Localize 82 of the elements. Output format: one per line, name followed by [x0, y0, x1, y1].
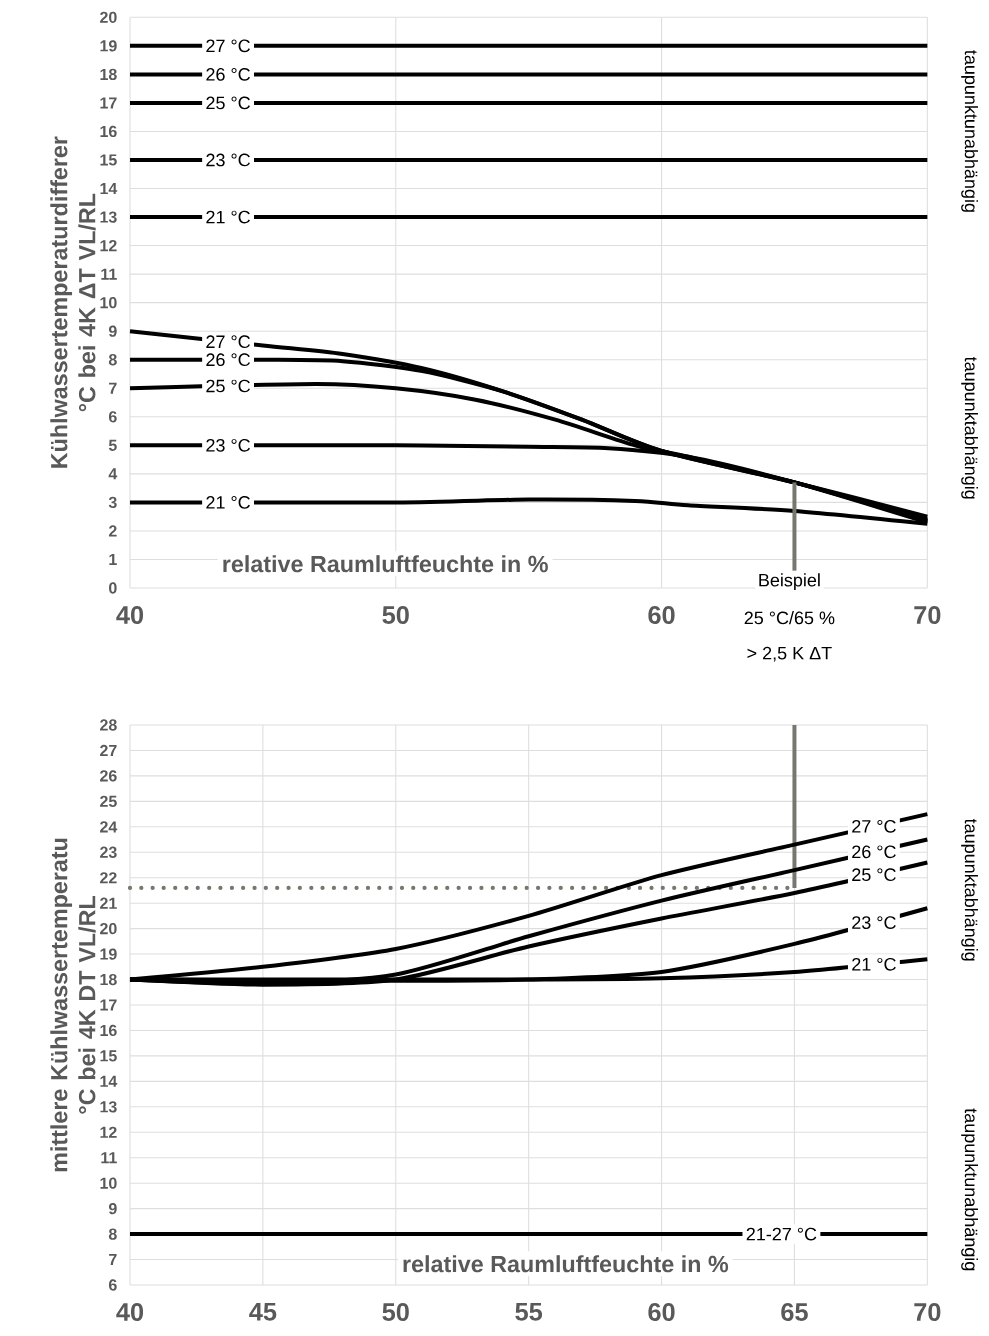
y-tick-label: 8 — [108, 354, 117, 366]
y-tick-label: 19 — [100, 40, 117, 52]
y-tick-label: 17 — [100, 999, 117, 1011]
y-tick-label: 11 — [101, 268, 117, 280]
y-tick-label: 12 — [100, 240, 117, 252]
y-tick-label: 5 — [108, 439, 117, 451]
x-tick-label: 70 — [914, 1303, 941, 1321]
x-tick-label: 55 — [515, 1303, 542, 1321]
y-tick-label: 16 — [100, 1024, 117, 1037]
y-tick-label: 10 — [100, 1177, 117, 1189]
series-label: 23 °C — [852, 916, 896, 929]
y-tick-label: 24 — [99, 821, 118, 833]
y-tick-label: 6 — [108, 411, 117, 423]
y-tick-label: 1 — [109, 553, 117, 565]
series-label: 21 °C — [852, 957, 896, 971]
x-tick-label: 40 — [116, 1303, 143, 1321]
x-tick-label: 70 — [914, 606, 941, 624]
text: > 2,5 K ΔT — [747, 646, 832, 662]
x-tick-label: 45 — [249, 1303, 277, 1321]
y-tick-label: 11 — [101, 1152, 117, 1164]
series-label: 27 °C — [852, 819, 896, 833]
series-label: 23 °C — [206, 153, 250, 167]
y-tick-label: 6 — [108, 1279, 117, 1291]
y-tick-label: 22 — [99, 872, 117, 884]
y-tick-label: 9 — [108, 325, 117, 337]
annotation: Beispiel — [759, 573, 820, 591]
y-tick-label: 2 — [108, 525, 117, 537]
y-tick-label: 18 — [100, 68, 117, 81]
y-tick-label: 15 — [100, 1050, 117, 1062]
x-tick-label: 60 — [648, 1303, 675, 1321]
y-tick-label: 4 — [108, 468, 118, 480]
y-tick-label: 19 — [100, 948, 117, 960]
text: taupunktabhängig — [961, 356, 978, 499]
series-label: 21 °C — [206, 496, 250, 509]
text: 25 °C/65 % — [744, 611, 835, 625]
y-tick-label: 13 — [100, 211, 117, 223]
text: taupunktunabhängig — [961, 1108, 978, 1271]
y-tick-label: 20 — [99, 11, 117, 23]
y-tick-label: 7 — [108, 1254, 117, 1266]
y-tick-label: 25 — [99, 795, 117, 808]
series-label: 25 °C — [206, 379, 250, 393]
y-tick-label: 27 — [99, 744, 117, 757]
y-tick-label: 18 — [100, 973, 117, 986]
y-tick-label: 12 — [100, 1126, 117, 1138]
y-tick-label: 28 — [99, 719, 117, 731]
series-label: 25 °C — [852, 868, 896, 882]
series-label: 21 °C — [206, 210, 250, 224]
y-tick-label: 14 — [100, 1075, 118, 1087]
y-tick-label: 21 — [99, 897, 117, 909]
x-axis-title: relative Raumluftfeuchte in % — [223, 555, 548, 573]
x-axis-title: relative Raumluftfeuchte in % — [403, 1255, 728, 1273]
x-tick-label: 50 — [382, 606, 409, 624]
y-tick-label: 14 — [100, 183, 118, 195]
y-axis-title: mittlere Kühlwassertemperatu °C bei 4K DT VL/RL — [50, 838, 96, 1172]
y-tick-label: 0 — [108, 582, 117, 594]
y-tick-label: 8 — [108, 1228, 117, 1240]
series-label: 26 °C — [852, 845, 896, 859]
y-tick-label: 3 — [108, 496, 117, 509]
y-tick-label: 16 — [100, 125, 117, 138]
series-label: 27 °C — [206, 335, 250, 349]
x-tick-label: 65 — [781, 1303, 808, 1321]
x-tick-label: 40 — [116, 606, 143, 624]
y-tick-label: 17 — [100, 97, 117, 109]
y-tick-label: 7 — [108, 382, 117, 394]
x-tick-label: 60 — [648, 606, 675, 624]
y-tick-label: 15 — [100, 154, 117, 166]
series-label: 26 °C — [206, 353, 250, 367]
text: taupunktabhängig — [961, 818, 978, 961]
series-label: 23 °C — [206, 438, 250, 452]
series-label: 25 °C — [206, 96, 250, 110]
y-axis-title: Kühlwassertemperaturdifferer °C bei 4K ΔT VL/RL — [50, 136, 96, 468]
y-tick-label: 9 — [108, 1202, 117, 1215]
text: taupunktunabhängig — [961, 50, 978, 212]
series-label: 26 °C — [206, 68, 250, 81]
y-tick-label: 13 — [100, 1101, 117, 1113]
y-tick-label: 26 — [99, 770, 117, 782]
series-label: 21-27 °C — [746, 1227, 817, 1241]
x-tick-label: 50 — [382, 1303, 409, 1321]
y-tick-label: 23 — [99, 846, 117, 858]
y-tick-label: 20 — [99, 922, 117, 935]
y-tick-label: 10 — [100, 297, 117, 309]
series-label: 27 °C — [206, 39, 250, 53]
